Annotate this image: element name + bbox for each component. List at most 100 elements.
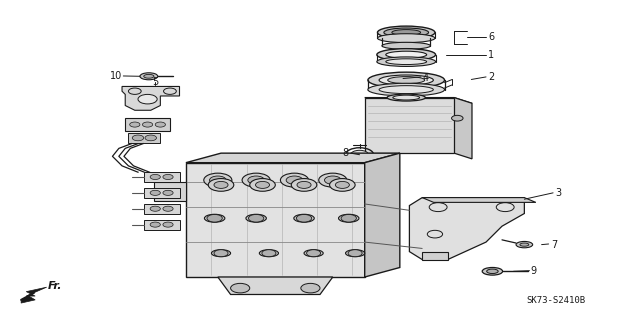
- Circle shape: [230, 283, 250, 293]
- Text: SK73-S2410B: SK73-S2410B: [527, 296, 586, 305]
- Ellipse shape: [368, 72, 445, 88]
- Circle shape: [242, 173, 270, 187]
- Ellipse shape: [516, 241, 532, 248]
- Polygon shape: [410, 197, 524, 260]
- Circle shape: [296, 214, 312, 222]
- Ellipse shape: [144, 74, 154, 78]
- Polygon shape: [422, 252, 448, 260]
- Polygon shape: [145, 219, 179, 230]
- Polygon shape: [145, 172, 179, 182]
- Ellipse shape: [339, 214, 359, 222]
- Circle shape: [262, 250, 276, 257]
- Circle shape: [319, 173, 347, 187]
- Ellipse shape: [204, 214, 225, 222]
- Circle shape: [204, 173, 232, 187]
- Circle shape: [130, 122, 140, 127]
- Text: 9: 9: [531, 266, 537, 276]
- Text: 10: 10: [110, 71, 122, 81]
- Circle shape: [330, 179, 355, 191]
- Circle shape: [163, 222, 173, 227]
- Circle shape: [348, 250, 362, 257]
- Circle shape: [280, 173, 308, 187]
- Circle shape: [163, 190, 173, 196]
- Ellipse shape: [377, 57, 436, 66]
- Circle shape: [143, 122, 153, 127]
- Polygon shape: [145, 188, 179, 198]
- Circle shape: [351, 150, 369, 159]
- Ellipse shape: [388, 77, 425, 84]
- Ellipse shape: [486, 269, 498, 273]
- Ellipse shape: [387, 94, 426, 101]
- Circle shape: [150, 174, 161, 180]
- Circle shape: [335, 182, 349, 189]
- Circle shape: [163, 174, 173, 180]
- Circle shape: [145, 135, 157, 141]
- Ellipse shape: [246, 214, 266, 222]
- Circle shape: [255, 182, 269, 189]
- Text: 8: 8: [342, 148, 349, 158]
- Circle shape: [452, 115, 463, 121]
- Polygon shape: [454, 98, 472, 159]
- Circle shape: [214, 250, 228, 257]
- Text: 6: 6: [488, 32, 494, 42]
- Text: 5: 5: [152, 77, 158, 87]
- Ellipse shape: [378, 26, 435, 39]
- Circle shape: [248, 214, 264, 222]
- Text: 3: 3: [555, 188, 561, 198]
- Circle shape: [209, 176, 226, 184]
- Text: 7: 7: [551, 240, 557, 250]
- Circle shape: [138, 94, 157, 104]
- Circle shape: [150, 222, 161, 227]
- Ellipse shape: [482, 268, 502, 275]
- Circle shape: [297, 182, 311, 189]
- Text: 2: 2: [488, 72, 494, 82]
- Ellipse shape: [392, 30, 420, 35]
- Text: Fr.: Fr.: [48, 281, 63, 291]
- Polygon shape: [186, 153, 400, 163]
- Circle shape: [341, 214, 356, 222]
- Circle shape: [132, 135, 144, 141]
- Polygon shape: [186, 163, 365, 277]
- Ellipse shape: [304, 250, 323, 257]
- Circle shape: [150, 206, 161, 211]
- Polygon shape: [21, 296, 35, 303]
- Circle shape: [324, 176, 341, 184]
- Ellipse shape: [368, 83, 445, 96]
- Circle shape: [207, 214, 222, 222]
- Ellipse shape: [386, 51, 427, 58]
- Ellipse shape: [378, 34, 435, 43]
- Ellipse shape: [384, 28, 429, 37]
- Ellipse shape: [379, 86, 433, 93]
- Ellipse shape: [379, 75, 433, 85]
- Ellipse shape: [377, 49, 436, 61]
- Circle shape: [150, 190, 161, 196]
- Ellipse shape: [140, 73, 158, 80]
- Polygon shape: [145, 204, 179, 214]
- Polygon shape: [129, 132, 161, 143]
- Polygon shape: [26, 287, 47, 296]
- Polygon shape: [122, 86, 179, 110]
- Polygon shape: [365, 153, 400, 277]
- Circle shape: [208, 179, 234, 191]
- Text: 1: 1: [488, 50, 494, 60]
- Circle shape: [214, 182, 228, 189]
- Polygon shape: [365, 98, 454, 153]
- Polygon shape: [125, 118, 170, 131]
- Ellipse shape: [211, 250, 230, 257]
- Circle shape: [301, 283, 320, 293]
- Ellipse shape: [382, 42, 431, 49]
- Ellipse shape: [393, 95, 420, 100]
- Ellipse shape: [386, 59, 427, 64]
- Circle shape: [291, 179, 317, 191]
- Polygon shape: [365, 98, 472, 103]
- Circle shape: [163, 206, 173, 211]
- Polygon shape: [218, 277, 333, 294]
- Circle shape: [248, 176, 264, 184]
- Ellipse shape: [259, 250, 278, 257]
- Ellipse shape: [346, 250, 365, 257]
- Circle shape: [307, 250, 321, 257]
- Ellipse shape: [520, 243, 529, 246]
- Circle shape: [286, 176, 303, 184]
- Circle shape: [250, 179, 275, 191]
- Polygon shape: [154, 182, 186, 201]
